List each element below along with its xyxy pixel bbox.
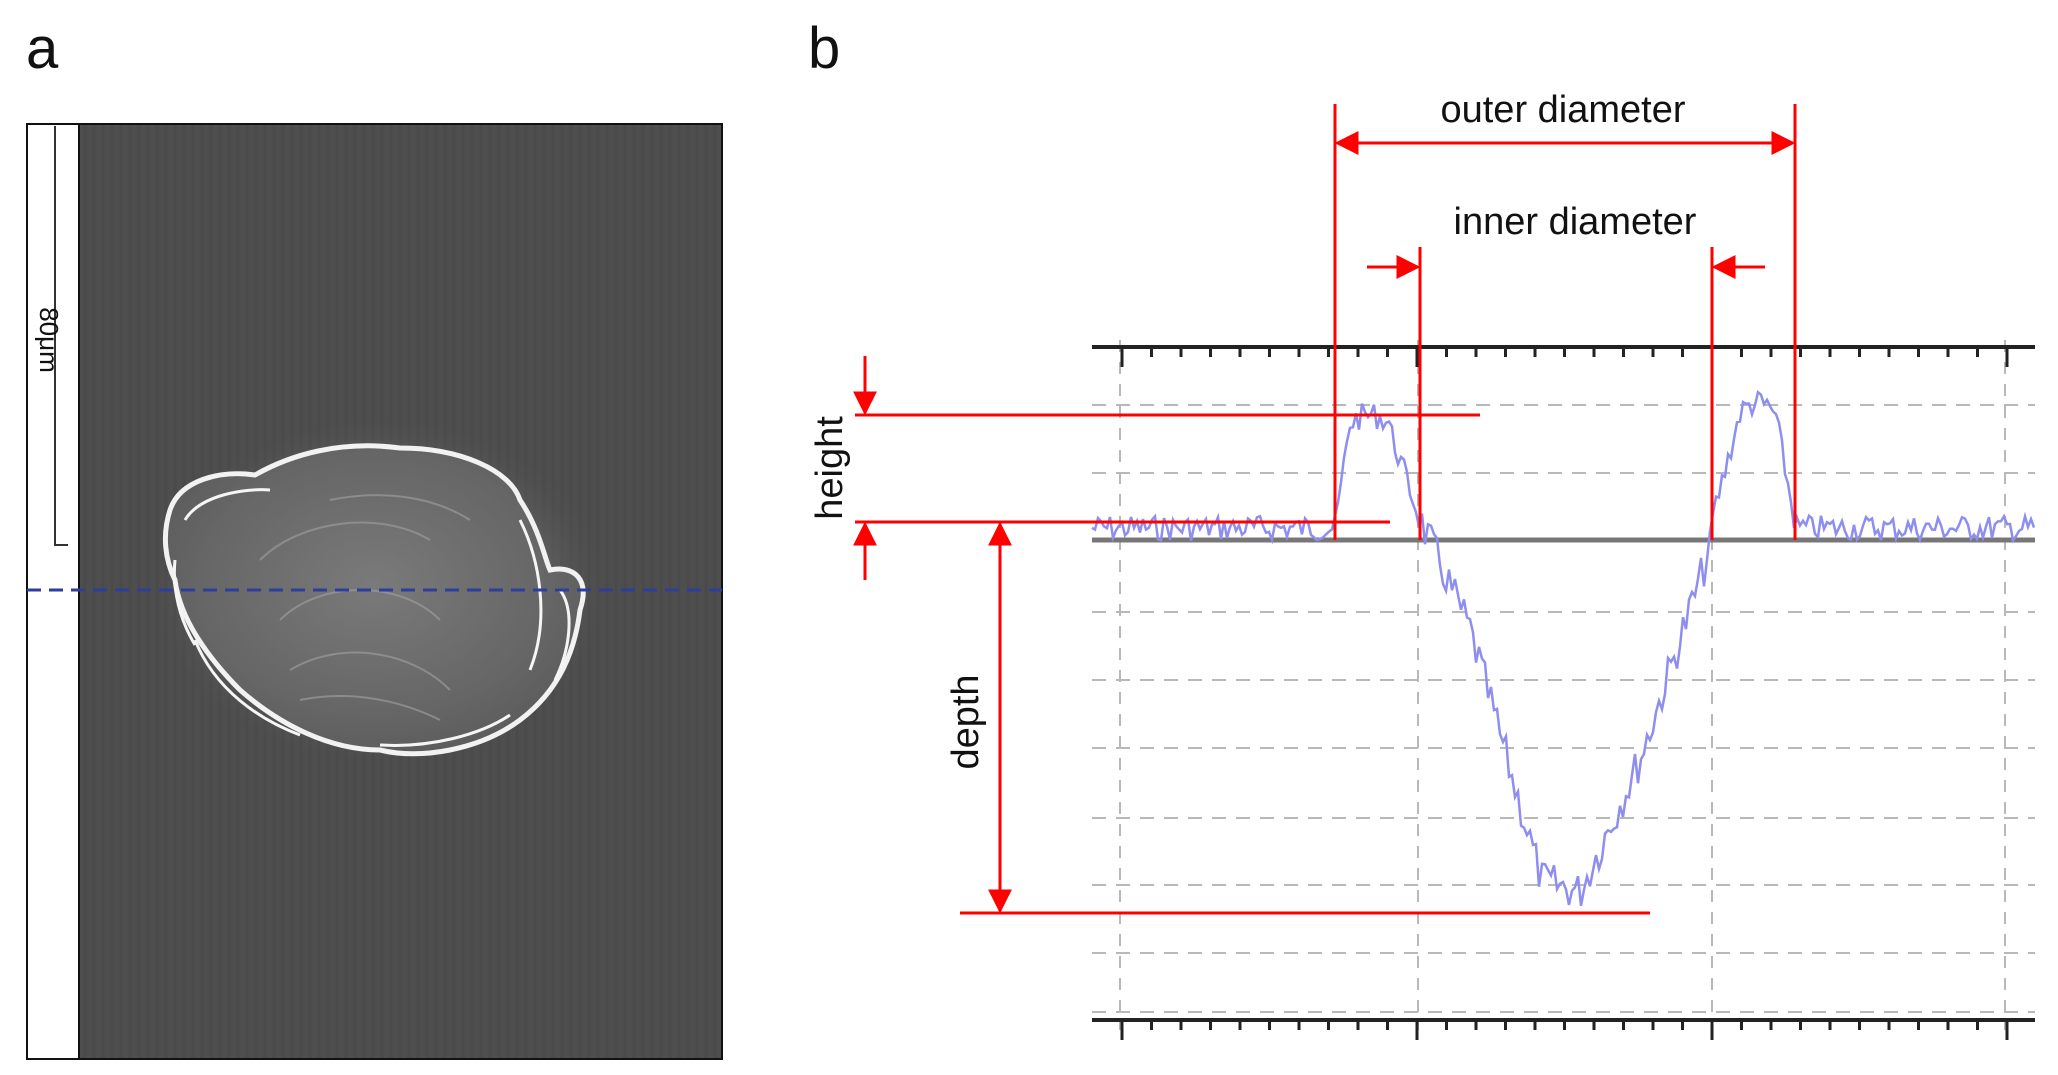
height-label: height [809, 416, 851, 520]
scale-bar [54, 126, 68, 546]
profile-grid-vertical [1119, 340, 2006, 1030]
scale-bar-label: 80μm [34, 307, 64, 373]
panel-a: 80μm [26, 123, 723, 1060]
panel-b: outer diameter inner diameter height dep… [809, 89, 2036, 1040]
outer-diameter-label: outer diameter [1440, 89, 1685, 131]
profile-grid-horizontal [1092, 404, 2035, 1013]
surface-profile [1091, 389, 2036, 907]
crater [163, 443, 586, 757]
panel-a-label: a [26, 16, 59, 81]
depth-label: depth [945, 674, 987, 769]
panel-b-label: b [808, 16, 841, 81]
axis-ticks [1120, 347, 2009, 1040]
inner-diameter-label: inner diameter [1454, 201, 1697, 243]
